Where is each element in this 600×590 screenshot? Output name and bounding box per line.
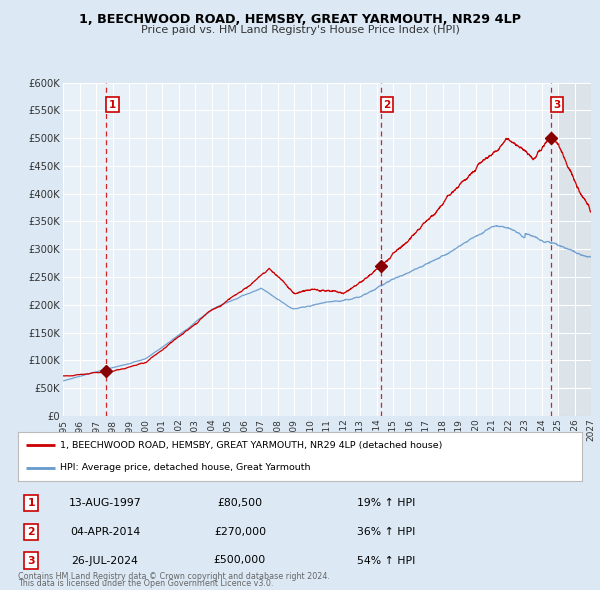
- Text: 1, BEECHWOOD ROAD, HEMSBY, GREAT YARMOUTH, NR29 4LP (detached house): 1, BEECHWOOD ROAD, HEMSBY, GREAT YARMOUT…: [60, 441, 443, 450]
- Text: 1: 1: [28, 499, 35, 508]
- Text: 54% ↑ HPI: 54% ↑ HPI: [357, 556, 415, 565]
- Text: 3: 3: [28, 556, 35, 565]
- Text: £80,500: £80,500: [217, 499, 263, 508]
- Text: £500,000: £500,000: [214, 556, 266, 565]
- Bar: [558, 83, 591, 416]
- Text: 1, BEECHWOOD ROAD, HEMSBY, GREAT YARMOUTH, NR29 4LP: 1, BEECHWOOD ROAD, HEMSBY, GREAT YARMOUT…: [79, 13, 521, 26]
- Text: 26-JUL-2024: 26-JUL-2024: [71, 556, 139, 565]
- Bar: [558, 83, 591, 416]
- Text: 2: 2: [383, 100, 391, 110]
- Text: 04-APR-2014: 04-APR-2014: [70, 527, 140, 537]
- Text: £270,000: £270,000: [214, 527, 266, 537]
- Text: 13-AUG-1997: 13-AUG-1997: [68, 499, 142, 508]
- Text: 3: 3: [553, 100, 560, 110]
- Text: 2: 2: [28, 527, 35, 537]
- Text: This data is licensed under the Open Government Licence v3.0.: This data is licensed under the Open Gov…: [18, 579, 274, 588]
- Text: 19% ↑ HPI: 19% ↑ HPI: [357, 499, 415, 508]
- Text: 1: 1: [109, 100, 116, 110]
- Text: Price paid vs. HM Land Registry's House Price Index (HPI): Price paid vs. HM Land Registry's House …: [140, 25, 460, 35]
- Text: 36% ↑ HPI: 36% ↑ HPI: [357, 527, 415, 537]
- Text: HPI: Average price, detached house, Great Yarmouth: HPI: Average price, detached house, Grea…: [60, 463, 311, 472]
- Text: Contains HM Land Registry data © Crown copyright and database right 2024.: Contains HM Land Registry data © Crown c…: [18, 572, 330, 581]
